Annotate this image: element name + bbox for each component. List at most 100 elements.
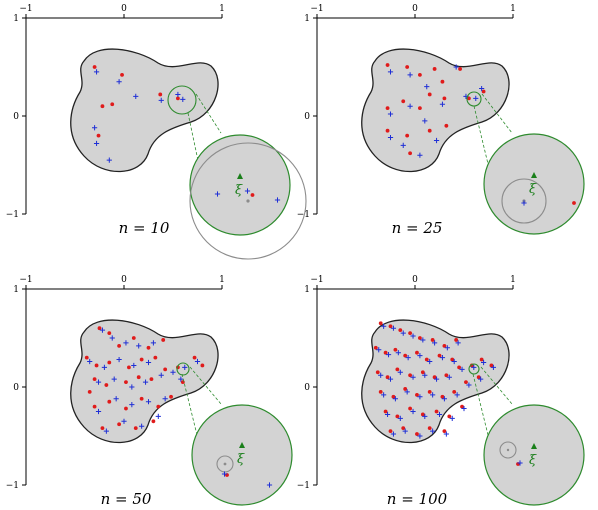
blue-point	[139, 423, 145, 429]
zoom-inset: ξ	[483, 133, 585, 235]
red-point	[432, 67, 437, 71]
blue-point	[385, 352, 392, 358]
red-point	[403, 353, 408, 358]
blue-point	[422, 372, 428, 378]
red-point	[430, 338, 435, 342]
blue-point	[417, 433, 423, 439]
red-point	[383, 409, 388, 414]
blue-point	[266, 482, 273, 488]
blue-point	[410, 408, 416, 415]
x-tick-label: −1	[19, 275, 32, 285]
red-point	[117, 422, 121, 427]
blue-point	[417, 152, 423, 158]
red-point	[444, 123, 449, 128]
blue-point	[123, 340, 129, 346]
xi-marker	[531, 172, 537, 178]
red-point	[418, 336, 422, 340]
blue-point	[376, 347, 382, 353]
blue-point	[430, 428, 436, 434]
y-tick-label: 1	[13, 14, 19, 24]
red-point	[107, 360, 112, 365]
blue-point	[461, 405, 467, 412]
blue-point	[436, 411, 443, 418]
blue-point	[410, 333, 416, 339]
blue-point	[111, 376, 117, 382]
blue-point	[214, 191, 221, 197]
red-point	[458, 67, 462, 71]
n-label: n = 50	[101, 490, 152, 508]
red-point	[378, 321, 383, 326]
zoom-disc	[483, 133, 585, 235]
blue-point	[381, 323, 387, 329]
red-point	[393, 347, 398, 352]
blue-point	[439, 101, 446, 107]
x-tick-label: −1	[310, 4, 323, 14]
y-tick-label: −1	[6, 481, 19, 491]
red-point	[442, 96, 447, 101]
x-tick-label: 1	[219, 275, 225, 285]
blue-point	[466, 382, 472, 388]
red-point	[454, 338, 459, 342]
red-point	[139, 396, 144, 401]
domain-region	[361, 48, 510, 173]
xi-marker	[239, 442, 245, 448]
red-point	[192, 355, 197, 360]
red-point	[403, 387, 408, 391]
blue-point	[221, 471, 228, 477]
red-point	[151, 419, 156, 424]
blue-point	[274, 197, 281, 203]
red-point	[420, 412, 425, 417]
blue-point	[402, 428, 408, 434]
xi-label: ξ	[529, 453, 537, 468]
red-point	[395, 367, 400, 372]
blue-point	[478, 376, 484, 382]
red-point	[153, 355, 158, 360]
zoom-marker-circle	[176, 362, 190, 376]
red-point	[427, 92, 432, 97]
red-point	[418, 106, 422, 111]
red-point	[158, 92, 163, 97]
red-point	[479, 357, 484, 362]
blue-point	[455, 340, 461, 346]
zoom-connector	[480, 366, 513, 405]
y-tick-label: 0	[13, 383, 19, 393]
red-point	[92, 377, 97, 382]
blue-point	[150, 340, 156, 346]
blue-point	[158, 372, 164, 378]
blue-point	[158, 97, 164, 103]
blue-point	[446, 374, 452, 380]
blue-point	[459, 366, 465, 372]
red-point	[395, 414, 400, 419]
blue-point	[404, 389, 410, 395]
zoom-connector	[481, 93, 513, 134]
red-point	[388, 429, 393, 433]
red-point	[176, 96, 180, 101]
red-point	[84, 355, 89, 360]
panel-n10: −1 0 1 1 0 −1 ξ n = 10	[6, 4, 307, 260]
red-point	[124, 380, 128, 384]
red-point	[136, 375, 141, 380]
zoom-sample-points	[214, 188, 281, 203]
panel-n25: −1 0 1 1 0 −1 ξ n = 25	[297, 4, 585, 237]
blue-point	[390, 325, 397, 331]
blue-point	[92, 125, 98, 131]
x-tick-label: 0	[121, 275, 127, 285]
n-label: n = 10	[119, 219, 170, 237]
red-point	[444, 373, 449, 378]
blue-point	[175, 91, 181, 98]
blue-point	[521, 200, 527, 206]
blue-point	[439, 355, 446, 361]
blue-point	[387, 376, 394, 382]
xi-label: ξ	[529, 182, 537, 197]
red-point	[87, 390, 92, 394]
y-tick-label: −1	[297, 481, 310, 491]
red-point	[427, 128, 432, 133]
zoom-sample-points	[516, 460, 523, 466]
red-point	[385, 106, 390, 111]
red-point	[450, 357, 455, 362]
y-tick-label: 1	[304, 14, 310, 24]
sample-points	[92, 65, 186, 163]
zoom-sample-points	[221, 471, 273, 488]
red-point	[375, 370, 380, 375]
red-point	[200, 363, 205, 368]
